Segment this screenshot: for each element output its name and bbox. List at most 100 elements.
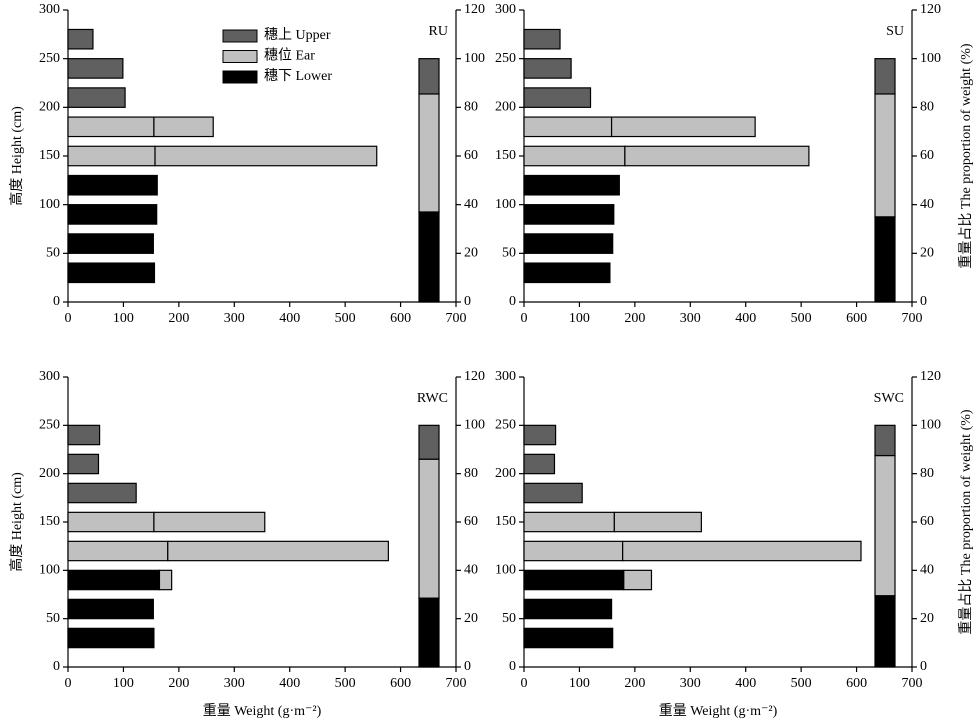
y-tick-label: 150 <box>495 514 516 529</box>
legend-label: 穗下 Lower <box>264 68 332 84</box>
y-tick-label: 100 <box>495 563 516 578</box>
bar-segment <box>523 424 557 446</box>
x-tick-label: 700 <box>902 311 923 326</box>
bar-segment <box>67 28 94 50</box>
x-tick-label: 700 <box>902 676 923 691</box>
x-tick-label: 0 <box>65 311 72 326</box>
proportion-segment <box>874 58 896 95</box>
bar-segment <box>523 174 620 196</box>
bar-segment <box>523 87 592 108</box>
x-tick-label: 100 <box>569 311 590 326</box>
x-tick-label: 500 <box>791 676 812 691</box>
proportion-segment <box>418 458 440 599</box>
y2-tick-label: 80 <box>464 100 478 115</box>
bar-segment <box>523 204 615 225</box>
bar-segment <box>523 28 561 50</box>
y-tick-label: 0 <box>53 294 60 309</box>
bar-segment <box>67 511 155 533</box>
y2-axis-label: 重量占比 The proportion of weight (%) <box>958 409 974 634</box>
y-tick-label: 300 <box>39 369 60 384</box>
y2-tick-label: 60 <box>464 148 478 163</box>
x-tick-label: 200 <box>168 676 189 691</box>
proportion-segment <box>874 454 896 597</box>
y2-axis-label: 重量占比 The proportion of weight (%) <box>958 43 974 268</box>
bar-segment <box>622 540 862 562</box>
x-tick-label: 400 <box>735 311 756 326</box>
y-tick-label: 150 <box>39 148 60 163</box>
y-tick-label: 100 <box>495 197 516 212</box>
bar-segment <box>623 569 653 591</box>
bar-segment <box>158 569 173 591</box>
y2-tick-label: 20 <box>920 246 934 261</box>
x-tick-label: 400 <box>279 676 300 691</box>
x-axis-label: 重量 Weight (g·m⁻²) <box>659 703 778 719</box>
x-tick-label: 700 <box>446 676 467 691</box>
bar-segment <box>67 174 158 196</box>
y-tick-label: 250 <box>495 418 516 433</box>
y2-tick-label: 120 <box>920 369 941 384</box>
y-axis-label: 高度 Height (cm) <box>8 472 25 572</box>
legend-swatch <box>222 50 258 63</box>
panel-label: RU <box>429 24 448 39</box>
y-tick-label: 300 <box>39 2 60 17</box>
bar-segment <box>67 598 154 620</box>
bar-segment <box>153 511 266 533</box>
y2-tick-label: 0 <box>464 294 471 309</box>
bar-segment <box>67 262 156 284</box>
y-tick-label: 50 <box>502 246 516 261</box>
x-tick-label: 200 <box>624 676 645 691</box>
x-tick-label: 0 <box>521 311 528 326</box>
bar-segment <box>523 598 613 620</box>
x-tick-label: 600 <box>846 311 867 326</box>
y-tick-label: 0 <box>509 294 516 309</box>
x-tick-label: 300 <box>224 676 245 691</box>
x-tick-label: 400 <box>279 311 300 326</box>
bar-segment <box>523 511 615 533</box>
bar-segment <box>613 511 702 533</box>
x-tick-label: 100 <box>569 676 590 691</box>
y2-tick-label: 0 <box>464 659 471 674</box>
panel-label: SU <box>886 24 904 39</box>
x-tick-label: 600 <box>390 676 411 691</box>
proportion-segment <box>874 93 896 218</box>
bar-segment <box>67 58 124 79</box>
bar-segment <box>523 58 572 79</box>
y2-tick-label: 20 <box>464 246 478 261</box>
proportion-segment <box>418 93 440 213</box>
x-axis-label: 重量 Weight (g·m⁻²) <box>203 703 322 719</box>
x-tick-label: 200 <box>624 311 645 326</box>
x-tick-label: 700 <box>446 311 467 326</box>
y2-tick-label: 40 <box>920 563 934 578</box>
x-tick-label: 400 <box>735 676 756 691</box>
y-tick-label: 250 <box>495 51 516 66</box>
y2-tick-label: 100 <box>464 418 485 433</box>
bar-segment <box>67 453 100 475</box>
y2-tick-label: 100 <box>920 51 941 66</box>
y-tick-label: 200 <box>495 100 516 115</box>
y-tick-label: 150 <box>39 514 60 529</box>
legend-swatch <box>222 29 258 43</box>
y2-tick-label: 80 <box>464 466 478 481</box>
bar-segment <box>523 453 556 475</box>
y-tick-label: 0 <box>509 659 516 674</box>
y-tick-label: 100 <box>39 563 60 578</box>
proportion-segment <box>418 424 440 460</box>
bar-segment <box>67 627 155 649</box>
y2-tick-label: 60 <box>464 514 478 529</box>
y2-tick-label: 40 <box>920 197 934 212</box>
proportion-segment <box>418 211 440 303</box>
bar-segment <box>67 482 137 504</box>
y2-tick-label: 60 <box>920 148 934 163</box>
y-tick-label: 250 <box>39 418 60 433</box>
x-tick-label: 0 <box>65 676 72 691</box>
x-tick-label: 0 <box>521 676 528 691</box>
x-tick-label: 500 <box>791 311 812 326</box>
y-tick-label: 0 <box>53 659 60 674</box>
y-axis-label: 高度 Height (cm) <box>8 106 25 206</box>
y-tick-label: 50 <box>46 611 60 626</box>
x-tick-label: 300 <box>680 676 701 691</box>
bar-segment <box>167 540 389 562</box>
x-tick-label: 100 <box>113 676 134 691</box>
y-tick-label: 300 <box>495 2 516 17</box>
